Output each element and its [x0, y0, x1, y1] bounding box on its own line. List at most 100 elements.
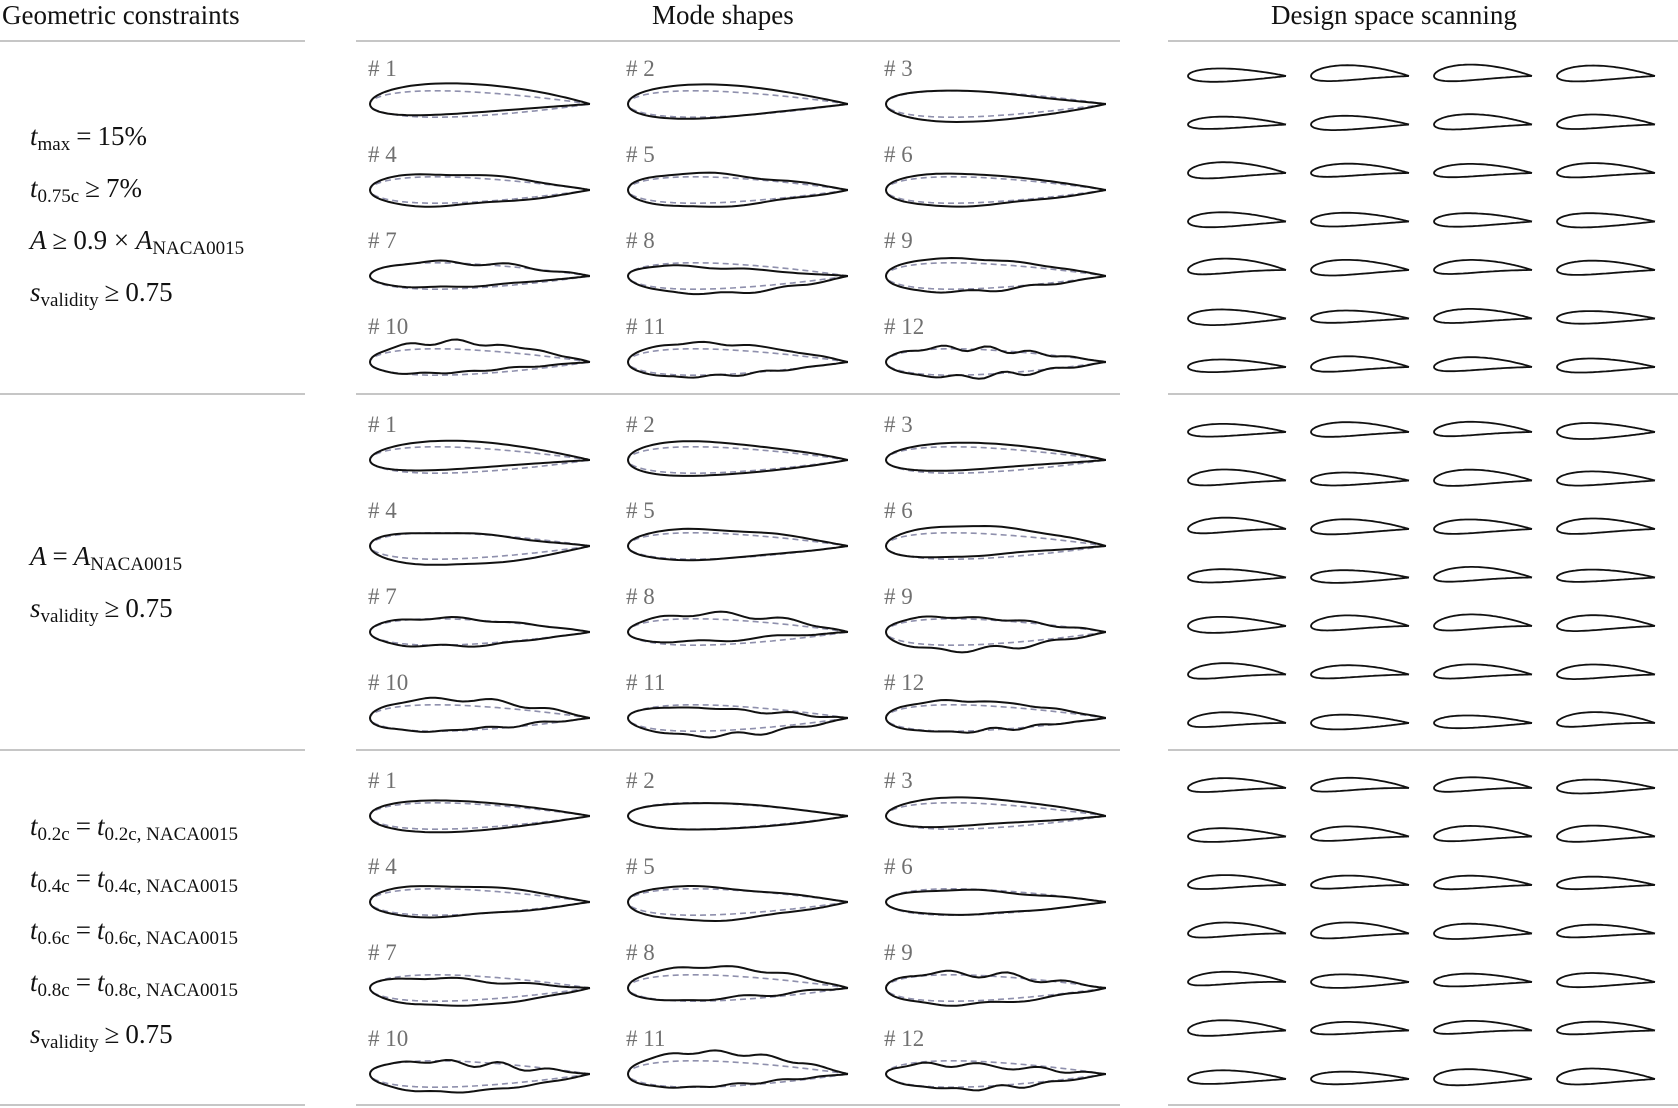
constraint: t0.6c = t0.6c, NACA0015	[30, 915, 238, 949]
mode-shape-airfoil	[627, 1049, 849, 1089]
constraint: t0.4c = t0.4c, NACA0015	[30, 863, 238, 897]
scan-airfoil	[1187, 308, 1287, 326]
scan-airfoil	[1310, 614, 1410, 632]
mode-shape-airfoil	[627, 610, 849, 644]
scan-airfoil	[1310, 973, 1410, 989]
scan-airfoil	[1433, 356, 1533, 373]
constraint: A = ANACA0015	[30, 541, 183, 575]
mode-label: # 5	[626, 142, 655, 167]
mode-shape-airfoil	[369, 338, 591, 375]
constraint: t0.8c = t0.8c, NACA0015	[30, 967, 238, 1001]
mode-label: # 6	[884, 498, 913, 523]
reference-airfoil	[627, 446, 849, 474]
reference-airfoil	[885, 802, 1107, 830]
mode-shape-airfoil	[627, 885, 849, 922]
scan-airfoil	[1310, 259, 1410, 277]
mode-label: # 10	[368, 1026, 408, 1051]
scan-airfoil	[1556, 875, 1656, 891]
reference-airfoil	[369, 802, 591, 830]
mode-label: # 3	[884, 56, 913, 81]
mode-label: # 2	[626, 56, 655, 81]
mode-label: # 8	[626, 584, 655, 609]
reference-airfoil	[885, 262, 1107, 290]
reference-airfoil	[369, 1060, 591, 1088]
scan-airfoil	[1433, 163, 1533, 179]
scan-airfoil	[1310, 114, 1410, 131]
scan-airfoil	[1187, 827, 1287, 843]
scan-airfoil	[1433, 259, 1533, 275]
scan-airfoil	[1433, 613, 1533, 632]
reference-airfoil	[885, 446, 1107, 474]
mode-label: # 8	[626, 228, 655, 253]
scan-airfoil	[1433, 1068, 1533, 1087]
scan-airfoil	[1433, 714, 1533, 730]
mode-label: # 2	[626, 768, 655, 793]
mode-label: # 7	[368, 940, 397, 965]
scan-airfoil	[1556, 422, 1656, 440]
mode-shape-airfoil	[627, 527, 849, 562]
mode-shape-airfoil	[627, 83, 849, 120]
scan-airfoil	[1556, 614, 1656, 632]
mode-label: # 11	[626, 1026, 665, 1051]
scan-airfoil	[1556, 212, 1656, 229]
scan-airfoil	[1433, 1020, 1533, 1035]
constraint: t0.75c ≥7%	[30, 173, 143, 207]
scan-airfoil	[1187, 874, 1287, 890]
mode-shape-airfoil	[885, 441, 1107, 472]
mode-label: # 4	[368, 854, 397, 879]
mode-label: # 12	[884, 314, 924, 339]
scan-airfoil	[1556, 972, 1656, 989]
scan-airfoil	[1310, 309, 1410, 324]
scan-airfoil	[1187, 1069, 1287, 1085]
reference-airfoil	[885, 1060, 1107, 1088]
mode-label: # 10	[368, 314, 408, 339]
mode-shape-airfoil	[369, 82, 591, 117]
constraint: svalidity ≥0.75	[30, 593, 173, 627]
mode-label: # 1	[368, 412, 397, 437]
mode-label: # 11	[626, 314, 665, 339]
mode-shape-airfoil	[369, 885, 591, 919]
scan-airfoil	[1310, 921, 1410, 940]
mode-label: # 9	[884, 584, 913, 609]
mode-shape-airfoil	[885, 615, 1107, 654]
mode-shape-airfoil	[885, 525, 1107, 559]
mode-label: # 6	[884, 854, 913, 879]
mode-shape-airfoil	[885, 89, 1107, 123]
scan-airfoil	[1433, 518, 1533, 535]
mode-label: # 1	[368, 768, 397, 793]
mode-shape-airfoil	[369, 616, 591, 648]
scan-airfoil	[1556, 778, 1656, 795]
scan-airfoil	[1433, 776, 1533, 793]
scan-airfoil	[1433, 922, 1533, 940]
rule	[1168, 40, 1678, 42]
rule	[356, 1104, 1120, 1106]
scan-airfoil	[1187, 777, 1287, 793]
scan-airfoil	[1556, 1067, 1656, 1086]
scan-airfoil	[1187, 115, 1287, 130]
mode-label: # 9	[884, 228, 913, 253]
scan-airfoil	[1556, 259, 1656, 276]
scan-airfoil	[1433, 212, 1533, 228]
mode-label: # 8	[626, 940, 655, 965]
reference-airfoil	[627, 348, 849, 376]
scan-airfoil	[1310, 825, 1410, 842]
mode-shape-airfoil	[369, 696, 591, 733]
scan-airfoil	[1187, 67, 1287, 83]
mode-shape-airfoil	[369, 1059, 591, 1094]
scan-airfoil	[1556, 568, 1656, 583]
scan-airfoil	[1310, 776, 1410, 793]
scan-airfoil	[1556, 923, 1656, 939]
scan-airfoil	[1433, 468, 1533, 487]
mode-label: # 7	[368, 228, 397, 253]
mode-shape-airfoil	[885, 257, 1107, 294]
scan-airfoil	[1556, 357, 1656, 374]
rule	[1168, 749, 1678, 751]
mode-label: # 5	[626, 498, 655, 523]
mode-label: # 5	[626, 854, 655, 879]
rule	[1168, 393, 1678, 395]
scan-airfoil	[1310, 211, 1410, 228]
header-modes: Mode shapes	[652, 0, 794, 30]
rule	[356, 393, 1120, 395]
header-constraints: Geometric constraints	[2, 0, 240, 30]
scan-airfoil	[1187, 468, 1287, 487]
